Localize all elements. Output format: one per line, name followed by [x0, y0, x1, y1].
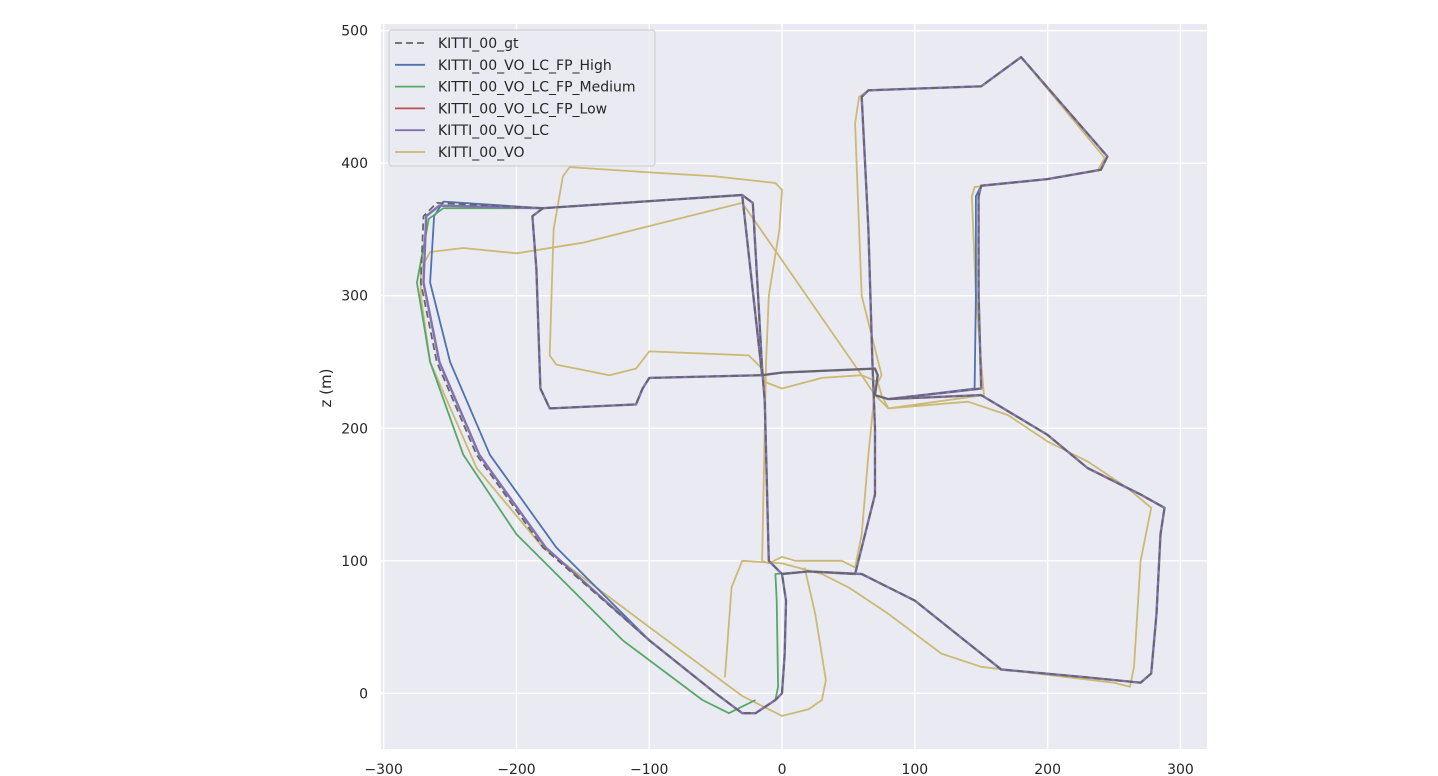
y-tick-label: 400	[341, 156, 368, 172]
x-tick-label: −100	[630, 762, 668, 776]
series-line-vo	[419, 56, 1153, 717]
y-tick-label: 200	[341, 421, 368, 437]
x-tick-label: −300	[364, 762, 402, 776]
y-tick-label: 500	[341, 24, 368, 40]
legend-box	[388, 29, 656, 167]
legend-entry-label: KITTI_00_VO_LC	[438, 123, 549, 139]
x-tick-label: 0	[778, 762, 787, 776]
x-tick-label: 300	[1167, 762, 1194, 776]
legend-entry-label: KITTI_00_VO_LC_FP_High	[438, 58, 612, 74]
y-tick-label: 0	[359, 686, 368, 702]
series-line-gt	[419, 56, 1166, 715]
legend: KITTI_00_gt KITTI_00_VO_LC_FP_High KITTI_0…	[388, 29, 656, 167]
legend-entry-label: KITTI_00_VO	[438, 145, 524, 161]
y-axis-label: z (m)	[317, 369, 335, 408]
legend-entry-label: KITTI_00_gt	[438, 36, 519, 52]
x-tick-label: 100	[901, 762, 928, 776]
x-tick-label: 200	[1034, 762, 1061, 776]
tick-labels: −300 −200 −100 0 100 200 300 0 100 200 300 400 500	[341, 24, 1194, 776]
y-tick-label: 100	[341, 554, 368, 570]
series-layer	[415, 55, 1166, 717]
x-tick-label: −200	[497, 762, 535, 776]
y-tick-label: 300	[341, 289, 368, 305]
legend-entry-label: KITTI_00_VO_LC_FP_Low	[438, 101, 607, 117]
legend-entry-label: KITTI_00_VO_LC_FP_Medium	[438, 80, 636, 96]
